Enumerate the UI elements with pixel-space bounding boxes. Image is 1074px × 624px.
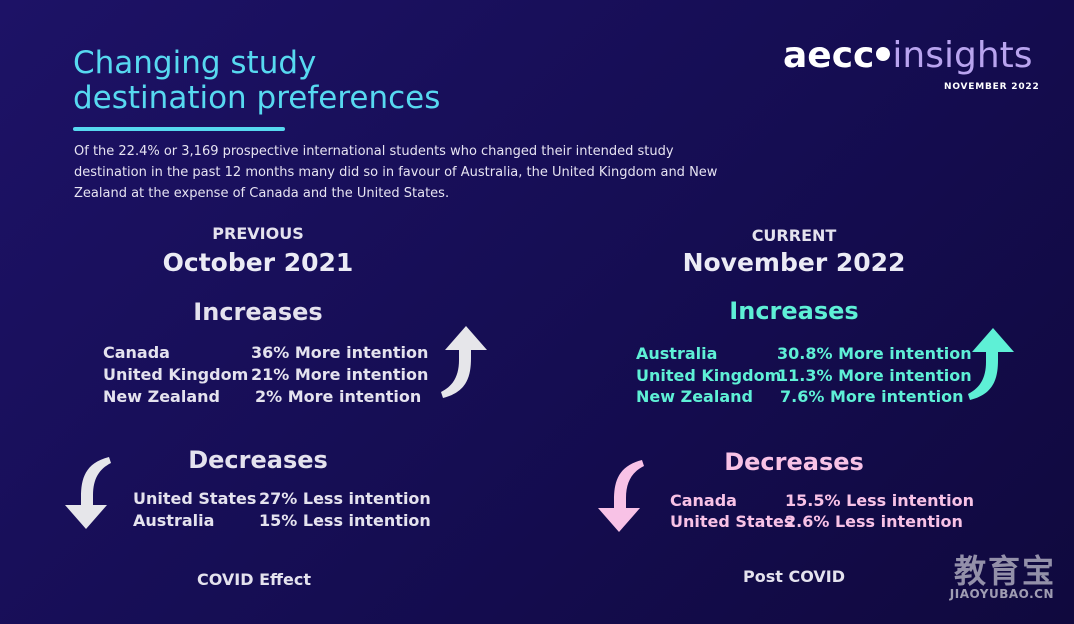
previous-decrease-value-1: 27% Less intention <box>259 489 431 508</box>
title-underline <box>73 127 285 131</box>
current-increase-country-3: New Zealand <box>636 387 753 406</box>
current-increase-value-2: 11.3% More intention <box>777 366 972 385</box>
watermark-en: JIAOYUBAO.CN <box>949 587 1054 601</box>
curved-down-arrow-icon <box>65 457 111 529</box>
current-decreases-heading: Decreases <box>724 448 864 476</box>
current-eyebrow: CURRENT <box>751 226 837 245</box>
current-decrease-value-1: 15.5% Less intention <box>785 491 975 510</box>
current-increase-value-3: 7.6% More intention <box>780 387 964 406</box>
title-line-2: destination preferences <box>73 80 441 116</box>
previous-increase-country-3: New Zealand <box>103 387 220 406</box>
previous-footer: COVID Effect <box>197 570 311 589</box>
logo-date: NOVEMBER 2022 <box>944 82 1040 92</box>
current-decrease-value-2: 2.6% Less intention <box>785 512 963 531</box>
current-increases-heading: Increases <box>729 297 859 325</box>
previous-increases-heading: Increases <box>193 298 323 326</box>
current-footer: Post COVID <box>743 567 845 586</box>
logo-dot <box>876 47 891 61</box>
previous-increase-value-3: 2% More intention <box>255 387 422 406</box>
aecc-insights-logo: aecc insights <box>783 36 1033 76</box>
previous-date: October 2021 <box>162 248 354 277</box>
previous-decrease-value-2: 15% Less intention <box>259 511 431 530</box>
curved-up-arrow-icon <box>968 328 1014 400</box>
previous-increase-country-1: Canada <box>103 343 170 362</box>
previous-increase-country-2: United Kingdom <box>103 365 249 384</box>
previous-eyebrow: PREVIOUS <box>212 224 304 243</box>
curved-down-arrow-icon <box>598 460 644 532</box>
current-increase-country-2: United Kingdom <box>636 366 782 385</box>
previous-decreases-heading: Decreases <box>188 446 328 474</box>
curved-up-arrow-icon <box>441 326 487 398</box>
watermark-cn: 教育宝 <box>953 552 1056 590</box>
page-title: Changing study destination preferences <box>73 46 440 116</box>
current-decrease-country-2: United States <box>670 512 794 531</box>
intro-paragraph: Of the 22.4% or 3,169 prospective intern… <box>74 144 718 201</box>
previous-decrease-country-2: Australia <box>133 511 215 530</box>
previous-increase-value-2: 21% More intention <box>251 365 429 384</box>
current-increase-value-1: 30.8% More intention <box>777 344 972 363</box>
current-date: November 2022 <box>682 248 906 277</box>
current-increase-country-1: Australia <box>636 344 718 363</box>
current-decrease-country-1: Canada <box>670 491 737 510</box>
previous-increase-value-1: 36% More intention <box>251 343 429 362</box>
previous-decrease-country-1: United States <box>133 489 257 508</box>
logo-brand: aecc <box>783 35 875 76</box>
logo-suffix: insights <box>892 35 1033 76</box>
title-line-1: Changing study <box>73 45 317 81</box>
